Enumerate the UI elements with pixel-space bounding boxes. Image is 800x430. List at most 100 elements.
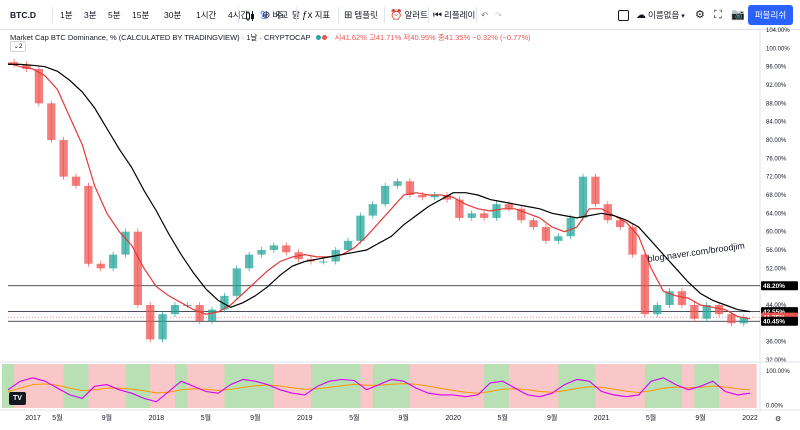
oscillator-tick-label: 0.00% bbox=[766, 403, 784, 409]
regime-band bbox=[459, 364, 473, 408]
regime-band bbox=[409, 364, 423, 408]
compare-label: 비교 bbox=[272, 10, 289, 20]
y-tick-label: 72.00% bbox=[766, 175, 787, 181]
candle-body bbox=[84, 185, 93, 264]
settings-button[interactable]: ⚙ bbox=[695, 0, 705, 30]
toolbar-divider bbox=[428, 7, 429, 23]
candle-body bbox=[96, 263, 105, 269]
oscillator-signal-line bbox=[7, 383, 751, 394]
interval-button[interactable]: 15분 bbox=[132, 10, 150, 20]
regime-band bbox=[397, 364, 411, 408]
templates-button[interactable]: ⊞ 템플릿 bbox=[344, 0, 378, 30]
y-tick-label: 80.00% bbox=[766, 138, 787, 144]
regime-band bbox=[51, 364, 65, 408]
interval-button[interactable]: 달 bbox=[292, 0, 300, 30]
interval-button[interactable]: 5분 bbox=[108, 10, 121, 20]
x-tick-label: 5월 bbox=[646, 413, 656, 422]
undo-button[interactable]: ↶ bbox=[481, 0, 488, 30]
candle-body bbox=[554, 236, 563, 241]
symbol-search-button[interactable]: BTC.D bbox=[10, 10, 36, 20]
legend-collapse-button[interactable]: ⌄2 bbox=[10, 41, 26, 52]
regime-band bbox=[286, 364, 300, 408]
regime-band bbox=[681, 364, 695, 408]
price-tag bbox=[761, 281, 798, 291]
price-tag-label: 40.45% bbox=[763, 319, 785, 326]
candle-body bbox=[541, 227, 551, 241]
regime-band bbox=[261, 364, 275, 408]
redo-icon: ↷ bbox=[495, 10, 503, 20]
axis-settings-icon[interactable]: ⚙ bbox=[775, 415, 781, 423]
regime-band bbox=[348, 364, 361, 408]
compare-button[interactable]: ⊕ 비교 bbox=[262, 0, 288, 30]
y-tick-label: 84.00% bbox=[766, 120, 787, 126]
candle-body bbox=[467, 213, 476, 218]
y-tick-label: 68.00% bbox=[766, 193, 787, 199]
regime-band bbox=[224, 364, 238, 408]
x-tick-label: 2020 bbox=[445, 415, 461, 422]
redo-button[interactable]: ↷ bbox=[495, 0, 502, 30]
toolbar-divider bbox=[476, 7, 477, 23]
legend-title: Market Cap BTC Dominance, % (CALCULATED … bbox=[10, 33, 311, 42]
oscillator-tick-label: 100.00% bbox=[766, 369, 790, 375]
x-tick-label: 2017 bbox=[25, 415, 41, 422]
y-tick-label: 60.00% bbox=[766, 230, 787, 236]
candle-body bbox=[146, 305, 155, 340]
candle-body bbox=[47, 103, 56, 140]
replay-button[interactable]: ⏮ 리플레이 bbox=[433, 0, 475, 30]
layout-square-icon[interactable] bbox=[618, 10, 629, 21]
interval-button[interactable]: 1시간 bbox=[196, 10, 217, 20]
interval-button[interactable]: 1분 bbox=[60, 10, 73, 20]
toolbar-divider bbox=[52, 7, 53, 23]
candle-body bbox=[591, 176, 600, 205]
candle-body bbox=[442, 195, 452, 200]
candle-body bbox=[71, 176, 81, 186]
regime-band bbox=[447, 364, 460, 408]
interval-button[interactable]: 일 bbox=[260, 10, 268, 20]
snapshot-button[interactable]: 📷 bbox=[731, 0, 745, 30]
candle-body bbox=[739, 317, 748, 324]
replay-label: 리플레이 bbox=[444, 10, 476, 20]
interval-button[interactable]: 30분 bbox=[164, 10, 182, 20]
legend-high: 고41.71% bbox=[368, 33, 402, 42]
candles-icon bbox=[246, 10, 254, 21]
candle-body bbox=[34, 68, 44, 104]
candle-body bbox=[220, 295, 229, 310]
slow-moving-average-line bbox=[8, 63, 751, 313]
regime-band bbox=[360, 364, 374, 408]
tradingview-logo: TV bbox=[9, 392, 26, 405]
plus-circle-icon: ⊕ bbox=[262, 10, 271, 21]
candle-body bbox=[640, 254, 650, 315]
x-tick-label: 9월 bbox=[695, 413, 705, 422]
candle-body bbox=[665, 291, 674, 305]
regime-band bbox=[620, 364, 634, 408]
y-tick-label: 104.00% bbox=[766, 28, 790, 34]
candle-body bbox=[393, 181, 402, 186]
x-tick-label: 5월 bbox=[497, 413, 507, 422]
save-layout-button[interactable]: ☁ 이름없음 ▾ bbox=[636, 0, 687, 30]
toolbar-divider bbox=[238, 7, 239, 23]
candle-body bbox=[479, 213, 489, 218]
candle-body bbox=[504, 204, 513, 209]
regime-band bbox=[533, 364, 547, 408]
cloud-icon: ☁ bbox=[636, 10, 646, 21]
fullscreen-button[interactable]: ⛶ bbox=[714, 0, 722, 30]
toolbar-divider bbox=[384, 7, 385, 23]
alert-button[interactable]: ⏰ 알러트 bbox=[390, 0, 428, 30]
publish-button[interactable]: 퍼블리쉬 bbox=[748, 5, 793, 25]
y-tick-label: 96.00% bbox=[766, 65, 787, 71]
y-tick-label: 64.00% bbox=[766, 211, 787, 217]
regime-band bbox=[26, 364, 40, 408]
interval-button[interactable]: 3분 bbox=[84, 10, 97, 20]
bar-style-button[interactable] bbox=[245, 0, 255, 30]
regime-band bbox=[212, 364, 225, 408]
candle-body bbox=[207, 309, 217, 322]
grid-icon: ⊞ bbox=[344, 10, 353, 21]
x-tick-label: 2022 bbox=[742, 415, 758, 422]
price-tag-label: 48.20% bbox=[763, 283, 785, 290]
indicators-button[interactable]: ƒx 지표 bbox=[302, 0, 330, 30]
fullscreen-icon: ⛶ bbox=[714, 9, 722, 21]
candle-body bbox=[356, 215, 365, 241]
interval-button[interactable]: 주 bbox=[276, 10, 284, 20]
